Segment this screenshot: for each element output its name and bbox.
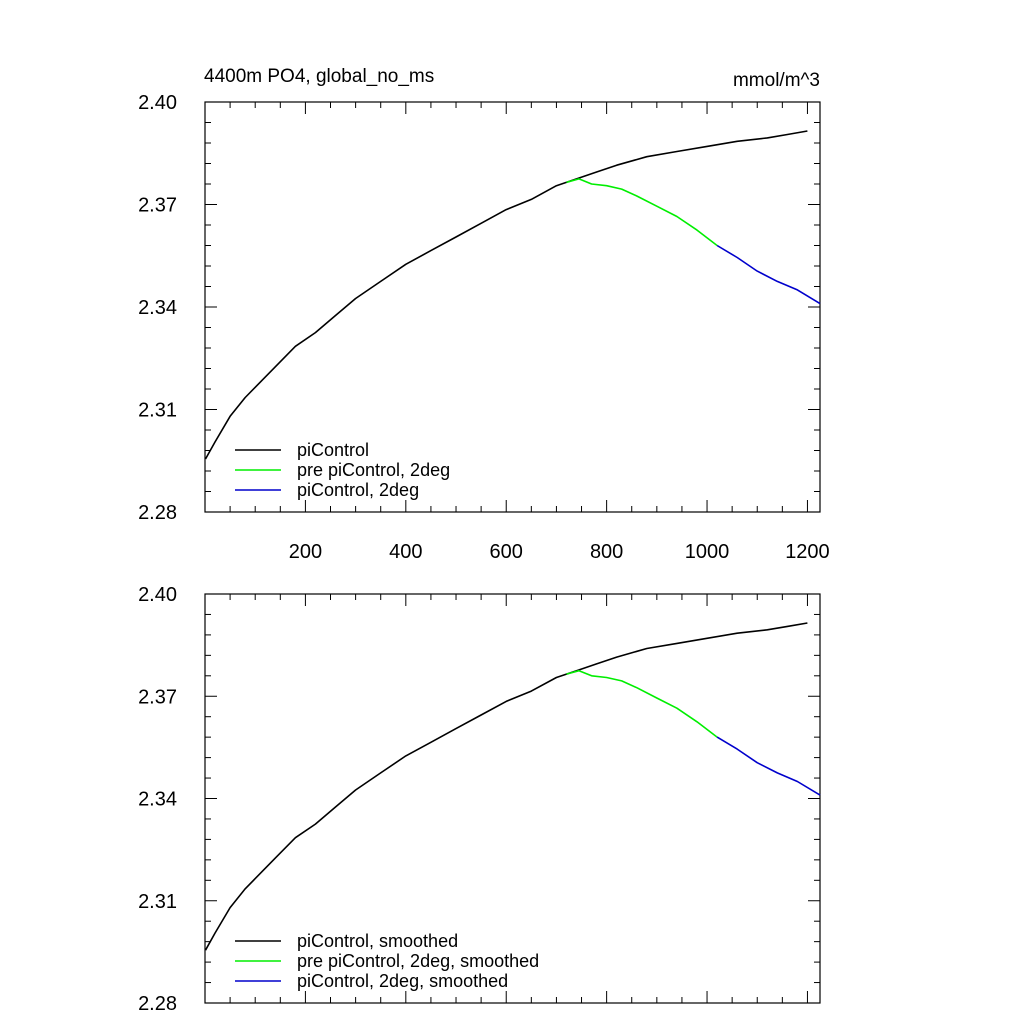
bottom-series-line-1 — [566, 669, 718, 738]
top-x-tick-label: 1000 — [685, 541, 730, 563]
bottom-y-tick-label: 2.34 — [138, 789, 177, 811]
bottom-y-tick-label: 2.28 — [138, 993, 177, 1015]
top-panel-title: 4400m PO4, global_no_ms — [204, 66, 434, 87]
top-x-tick-label: 200 — [289, 541, 322, 563]
top-legend-label-0: piControl — [297, 440, 369, 460]
bottom-legend-label-1: pre piControl, 2deg, smoothed — [297, 951, 539, 971]
top-legend-label-2: piControl, 2deg — [297, 480, 419, 500]
top-y-tick-label: 2.28 — [138, 502, 177, 524]
top-series-line-1 — [566, 178, 718, 247]
top-panel: 4400m PO4, global_no_ms mmol/m^3 200 400 6… — [138, 66, 830, 563]
bottom-series-line-2 — [716, 736, 821, 796]
top-x-tick-label: 1200 — [785, 541, 830, 563]
top-y-tick-label: 2.31 — [138, 400, 177, 422]
top-y-tick-label: 2.37 — [138, 195, 177, 217]
top-legend-label-1: pre piControl, 2deg — [297, 460, 450, 480]
top-series-line-0 — [204, 130, 808, 460]
bottom-y-tick-label: 2.37 — [138, 686, 177, 708]
bottom-series-line-0 — [204, 622, 808, 951]
bottom-legend-label-2: piControl, 2deg, smoothed — [297, 971, 508, 991]
top-y-tick-label: 2.34 — [138, 297, 177, 319]
bottom-y-tick-label: 2.31 — [138, 891, 177, 913]
top-series-line-2 — [716, 244, 821, 305]
top-x-tick-label: 400 — [389, 541, 422, 563]
bottom-legend-label-0: piControl, smoothed — [297, 931, 458, 951]
top-y-tick-label: 2.40 — [138, 92, 177, 114]
top-panel-units: mmol/m^3 — [733, 70, 820, 91]
bottom-y-tick-label: 2.40 — [138, 584, 177, 606]
top-x-tick-label: 800 — [590, 541, 623, 563]
top-x-tick-label: 600 — [490, 541, 523, 563]
